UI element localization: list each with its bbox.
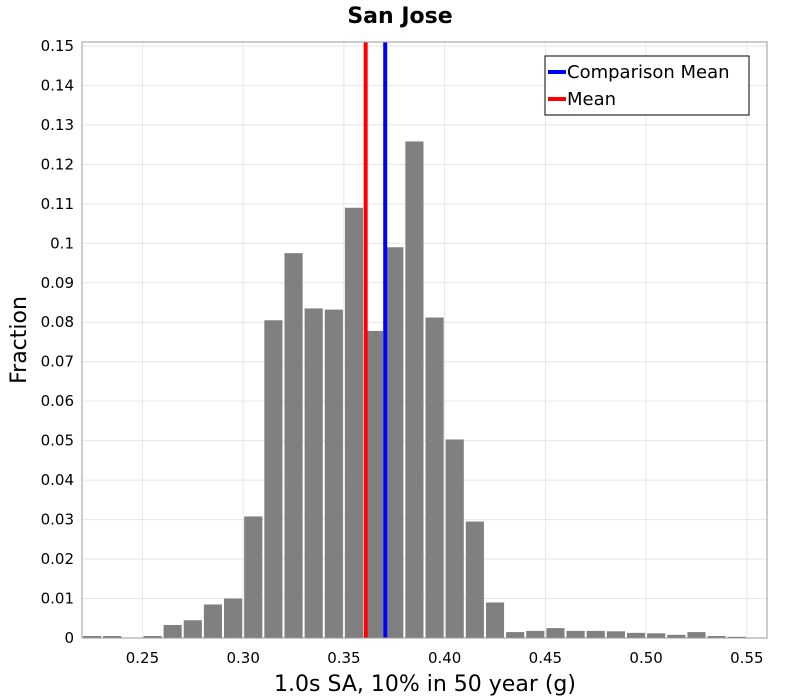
- histogram-bar: [626, 632, 646, 638]
- y-tick-label: 0.11: [41, 195, 74, 213]
- plot-frame: [81, 41, 768, 639]
- histogram-bar: [405, 141, 424, 638]
- histogram-bar: [425, 317, 444, 638]
- histogram-bar: [546, 628, 565, 638]
- histogram-bar: [324, 309, 343, 638]
- histogram-bar: [727, 636, 746, 638]
- histogram-bar: [83, 636, 102, 638]
- histogram-bars: [83, 141, 766, 638]
- y-tick-label: 0.07: [41, 353, 74, 371]
- histogram-bar: [344, 207, 364, 638]
- histogram-bar: [667, 634, 686, 638]
- y-tick-label: 0.04: [41, 471, 74, 489]
- histogram-bar: [647, 633, 666, 638]
- y-tick-label: 0.02: [41, 550, 74, 568]
- x-tick-label: 0.50: [629, 649, 662, 667]
- legend-label-comparison-mean: Comparison Mean: [567, 62, 730, 83]
- x-axis-ticks: 0.25 0.30 0.35 0.40 0.45 0.50 0.55: [126, 649, 764, 667]
- histogram-bar: [485, 602, 505, 638]
- y-tick-label: 0.14: [41, 76, 74, 94]
- x-axis-label: 1.0s SA, 10% in 50 year (g): [274, 672, 576, 697]
- histogram-bar: [244, 516, 263, 638]
- y-tick-label: 0.05: [41, 432, 74, 450]
- y-axis-label: Fraction: [7, 296, 32, 384]
- histogram-bar: [606, 631, 625, 638]
- histogram-bar: [203, 604, 223, 638]
- histogram-bar: [445, 439, 464, 638]
- x-tick-label: 0.35: [327, 649, 360, 667]
- x-tick-label: 0.45: [529, 649, 562, 667]
- histogram-bar: [224, 598, 243, 638]
- y-tick-label: 0.08: [41, 313, 74, 331]
- x-tick-label: 0.55: [730, 649, 763, 667]
- histogram-bar: [385, 247, 404, 638]
- y-tick-label: 0.12: [41, 155, 74, 173]
- histogram-bar: [284, 253, 303, 638]
- histogram-bar: [566, 630, 585, 638]
- mean-lines: [363, 42, 388, 638]
- legend: Comparison Mean Mean: [544, 55, 750, 116]
- x-tick-label: 0.25: [126, 649, 159, 667]
- histogram-bar: [143, 636, 162, 638]
- histogram-bar: [687, 632, 706, 638]
- histogram-bar: [183, 620, 202, 638]
- histogram-bar: [163, 624, 182, 638]
- histogram-bar: [526, 630, 545, 638]
- grid: [82, 42, 767, 639]
- y-tick-label: 0.01: [41, 590, 74, 608]
- y-tick-label: 0.09: [41, 274, 74, 292]
- histogram-bar: [465, 521, 484, 638]
- x-tick-label: 0.40: [428, 649, 461, 667]
- histogram-bar: [264, 320, 283, 638]
- chart-title: San Jose: [347, 4, 452, 29]
- x-tick-label: 0.30: [226, 649, 259, 667]
- histogram-bar: [707, 636, 726, 638]
- y-tick-label: 0: [64, 629, 74, 647]
- histogram-bar: [586, 630, 605, 638]
- legend-label-mean: Mean: [567, 89, 616, 110]
- y-tick-label: 0.15: [41, 37, 74, 55]
- histogram-bar: [365, 330, 384, 638]
- y-tick-label: 0.1: [50, 234, 74, 252]
- histogram-bar: [304, 308, 323, 638]
- y-axis-ticks: 0 0.01 0.02 0.03 0.04 0.05 0.06 0.07 0.08 0.09 0.1…: [41, 37, 74, 647]
- histogram-bar: [103, 636, 122, 638]
- histogram-bar: [506, 632, 525, 638]
- y-tick-label: 0.03: [41, 511, 74, 529]
- y-tick-label: 0.06: [41, 392, 74, 410]
- y-tick-label: 0.13: [41, 116, 74, 134]
- legend-box: [544, 55, 750, 116]
